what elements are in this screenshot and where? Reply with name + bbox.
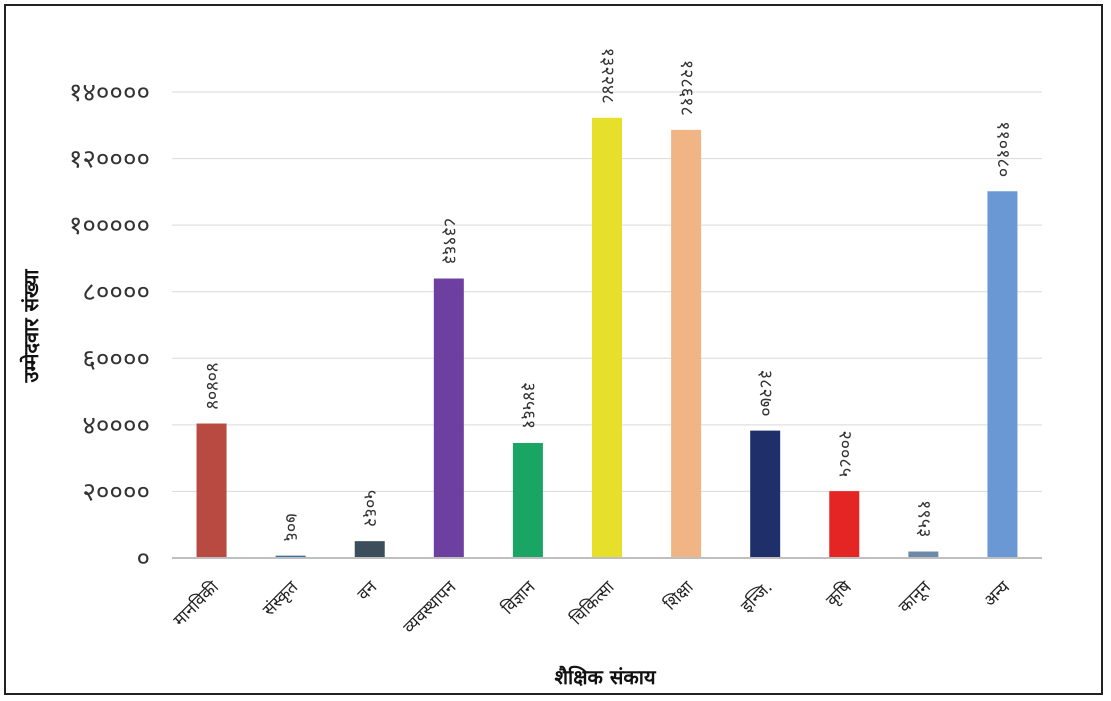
x-tick-label: वन (354, 577, 382, 605)
data-label: ८३९६३ (439, 218, 460, 265)
y-tick-label: १००००० (69, 211, 150, 241)
data-labels: ४०४०४ ७०६ ५०६२ ८३९६३ ३४५६१ १३२२४८ १२८६१८ ३८२७० २… (202, 48, 1014, 542)
data-label: १३२२४८ (597, 48, 618, 104)
y-tick-labels: ० २०००० ४०००० ६०००० ८०००० १००००० १२०००० १४०००० (69, 78, 150, 574)
y-axis-title: उम्मेदवार संख्या (19, 269, 43, 384)
bar (987, 191, 1018, 558)
bar (354, 541, 385, 558)
x-tick-label: व्यवस्थापन (400, 577, 461, 638)
bar (829, 491, 860, 558)
bar (433, 278, 464, 558)
data-label: ५०६२ (360, 490, 381, 527)
x-tick-label: संस्कृत (259, 577, 302, 620)
y-tick-label: ४०००० (82, 411, 150, 441)
y-tick-label: २०००० (82, 477, 150, 507)
x-tick-label: शिक्षा (660, 576, 698, 614)
data-label: ११०१८० (992, 121, 1013, 177)
data-label: ४०४०४ (202, 363, 223, 410)
data-label: ३८२७० (755, 370, 776, 417)
bar (908, 551, 939, 558)
y-tick-label: १२०००० (69, 145, 150, 175)
y-tick-label: ८०००० (82, 278, 150, 308)
y-tick-label: ० (136, 544, 150, 574)
bar (512, 442, 543, 558)
category-labels: मानविकी संस्कृत वन व्यवस्थापन विज्ञान चिकित्स… (169, 576, 1015, 638)
x-tick-label: कानून (895, 577, 935, 617)
data-label: १९५३ (913, 500, 934, 537)
x-axis-title: शैक्षिक संकाय (554, 665, 657, 689)
bar (196, 423, 227, 558)
bar (750, 430, 781, 558)
data-label: ७०६ (281, 514, 302, 542)
x-tick-label: मानविकी (169, 576, 223, 630)
bars (196, 117, 1018, 558)
data-label: १२८६१८ (676, 60, 697, 116)
y-tick-label: १४०००० (69, 78, 150, 108)
y-tick-label: ६०००० (82, 344, 150, 374)
x-tick-label: इन्जि. (737, 577, 777, 617)
bar (671, 129, 702, 558)
x-tick-label: विज्ञान (497, 576, 540, 619)
chart-svg: ०२००००४००००६००००८००००१०००००१२००००१४०००० … (19, 48, 1042, 689)
x-tick-label: अन्य (980, 577, 1015, 612)
bar (592, 117, 622, 558)
x-tick-label: कृषि (822, 576, 857, 611)
data-label: २००८५ (834, 430, 855, 477)
data-label: ३४५६१ (518, 382, 539, 429)
chart-frame: ० २०००० ४०००० ६०००० ८०००० १००००० १२०००० १४०००० … (4, 4, 1103, 695)
x-tick-label: चिकित्सा (566, 576, 619, 629)
bar (275, 555, 306, 558)
